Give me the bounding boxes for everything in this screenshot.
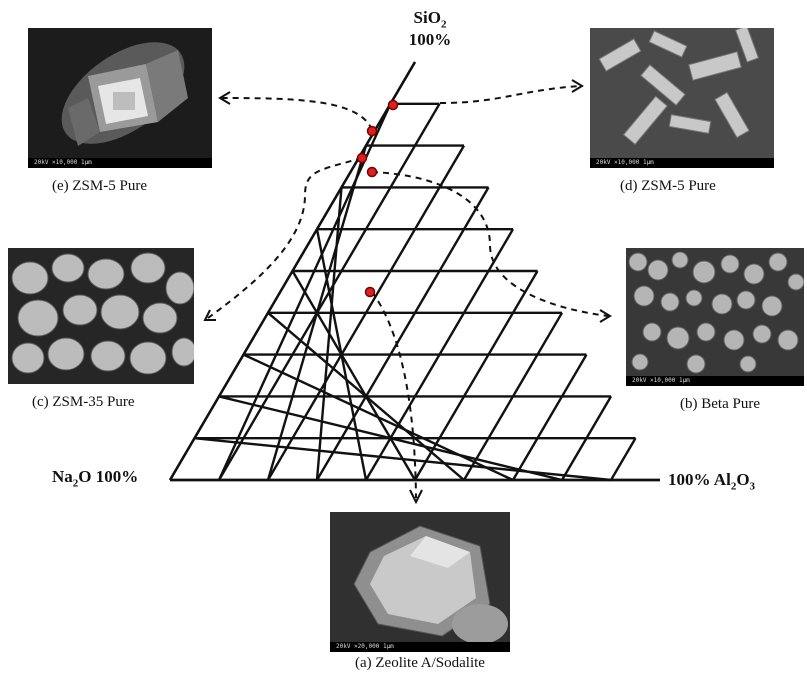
scale-bar-e: 20kV ×10,000 1μm xyxy=(28,158,212,168)
caption-d: (d) ZSM-5 Pure xyxy=(620,178,716,194)
grid-line-left-parallel xyxy=(315,186,490,481)
crystal-image-e xyxy=(28,28,212,158)
arrow-to-c xyxy=(207,157,363,319)
micrograph-b: 20kV ×10,000 1μm xyxy=(626,248,804,386)
ternary-grid xyxy=(168,61,660,482)
arrow-to-a xyxy=(371,291,417,499)
grid-line-right-parallel xyxy=(291,270,417,481)
grid-line-right-parallel xyxy=(242,353,514,482)
caption-b: (b) Beta Pure xyxy=(680,396,760,412)
marker-d xyxy=(387,99,399,111)
marker-c xyxy=(356,152,368,164)
scale-bar-a: 20kV ×20,000 1μm xyxy=(330,642,510,652)
caption-a: (a) Zeolite A/Sodalite xyxy=(355,655,485,671)
marker-e xyxy=(366,125,378,137)
caption-e: (e) ZSM-5 Pure xyxy=(52,178,147,194)
arrow-to-b xyxy=(371,171,609,317)
grid-line-left-parallel xyxy=(609,437,637,481)
arrow-to-e xyxy=(221,97,373,131)
grid-line-right-parallel xyxy=(194,437,612,482)
micrograph-a: 20kV ×20,000 1μm xyxy=(330,512,510,652)
micrograph-e: 20kV ×10,000 1μm xyxy=(28,28,212,168)
scale-bar-d: 20kV ×10,000 1μm xyxy=(590,158,774,168)
grid-line-left-parallel xyxy=(511,353,588,481)
micrograph-d: 20kV ×10,000 1μm xyxy=(590,28,774,168)
caption-c: (c) ZSM-35 Pure xyxy=(32,394,135,410)
connector-arrows xyxy=(207,85,609,499)
vertex-label-na2o: Na2O 100% xyxy=(52,467,139,490)
vertex-label-sio2: SiO2 100% xyxy=(408,8,452,50)
micrograph-c xyxy=(8,248,194,384)
marker-a xyxy=(364,286,376,298)
scale-bar-b: 20kV ×10,000 1μm xyxy=(626,376,804,386)
vertex-label-al2o3: 100% Al2O3 xyxy=(668,470,756,493)
composition-markers xyxy=(356,99,399,298)
arrowheads xyxy=(203,79,612,505)
crystal-image-b xyxy=(626,248,804,376)
crystal-image-d xyxy=(590,28,774,158)
arrow-to-d xyxy=(439,85,581,104)
marker-b xyxy=(366,166,378,178)
crystal-image-a xyxy=(330,512,510,642)
crystal-image-c xyxy=(8,248,194,384)
